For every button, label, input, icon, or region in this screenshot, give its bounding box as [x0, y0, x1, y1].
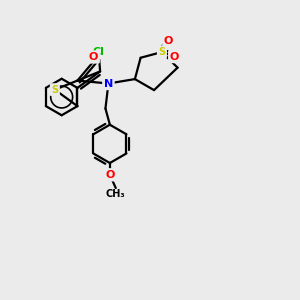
Text: CH₃: CH₃ — [106, 189, 126, 199]
Text: O: O — [89, 52, 98, 62]
Text: O: O — [170, 52, 179, 61]
Text: N: N — [104, 79, 113, 88]
Text: O: O — [105, 170, 115, 180]
Text: S: S — [158, 47, 166, 57]
Text: O: O — [164, 36, 173, 46]
Text: S: S — [51, 85, 58, 95]
Text: Cl: Cl — [93, 47, 105, 57]
